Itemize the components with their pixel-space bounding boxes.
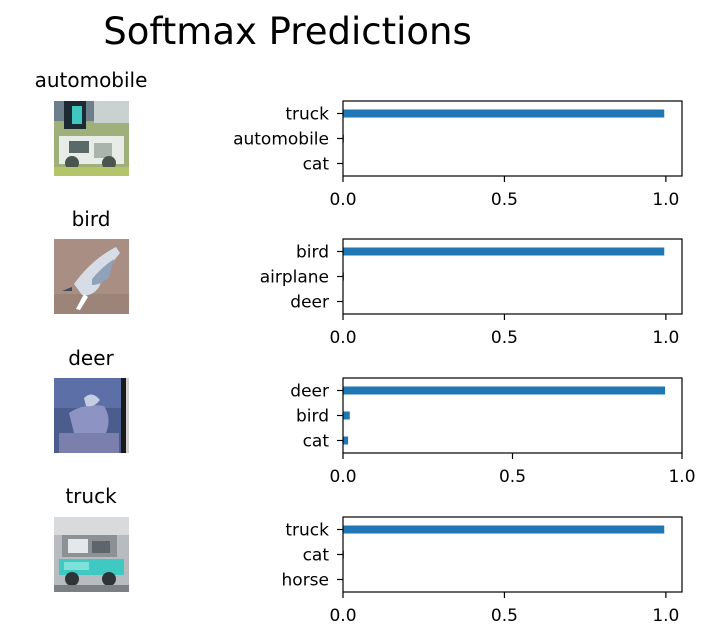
y-tick-label: deer (290, 382, 329, 402)
axes-frame (342, 100, 683, 177)
x-tick-label: 0.5 (491, 190, 518, 210)
bar-cat (343, 436, 349, 445)
y-tick-label: deer (290, 293, 329, 313)
y-tick-label: cat (303, 546, 330, 566)
image-label-1: automobile (34, 68, 148, 92)
y-tick-label: truck (285, 105, 329, 125)
x-tick-label: 0.5 (491, 606, 518, 626)
x-tick-label: 0.5 (499, 467, 526, 487)
axes-frame (342, 238, 683, 315)
y-tick-label: cat (303, 155, 330, 175)
image-label-2: bird (71, 207, 111, 231)
bar-chart-3: deer bird cat 0.0 0.5 1.0 (290, 377, 696, 487)
figure-title: Softmax Predictions (103, 10, 472, 53)
x-tick-label: 1.0 (668, 467, 695, 487)
y-tick-label: cat (303, 432, 330, 452)
image-label-3: deer (68, 346, 114, 370)
image-label-4: truck (65, 484, 117, 508)
bar-bird (343, 247, 665, 256)
bar-truck (343, 109, 665, 118)
x-tick-label: 1.0 (652, 606, 679, 626)
thumbnail-image-1 (54, 101, 129, 176)
y-tick-label: bird (296, 407, 329, 427)
x-tick-label: 0.5 (491, 328, 518, 348)
bar-deer (343, 386, 666, 395)
y-tick-label: bird (296, 243, 329, 263)
y-tick-label: airplane (260, 268, 329, 288)
x-tick-label: 0.0 (329, 328, 356, 348)
x-tick-label: 0.0 (329, 190, 356, 210)
x-tick-label: 1.0 (652, 190, 679, 210)
y-tick-label: horse (282, 571, 329, 591)
axes-frame (342, 516, 683, 593)
bar-chart-1: truck automobile cat 0.0 0.5 1.0 (233, 100, 683, 210)
x-tick-label: 0.0 (329, 467, 356, 487)
y-tick-label: truck (285, 521, 329, 541)
thumbnail-image-3 (54, 378, 129, 453)
bar-bird (343, 411, 350, 420)
y-tick-label: automobile (233, 130, 329, 150)
thumbnail-image-2 (54, 239, 129, 314)
thumbnail-image-4 (54, 517, 129, 592)
x-tick-label: 0.0 (329, 606, 356, 626)
bar-truck (343, 525, 665, 534)
x-tick-label: 1.0 (652, 328, 679, 348)
